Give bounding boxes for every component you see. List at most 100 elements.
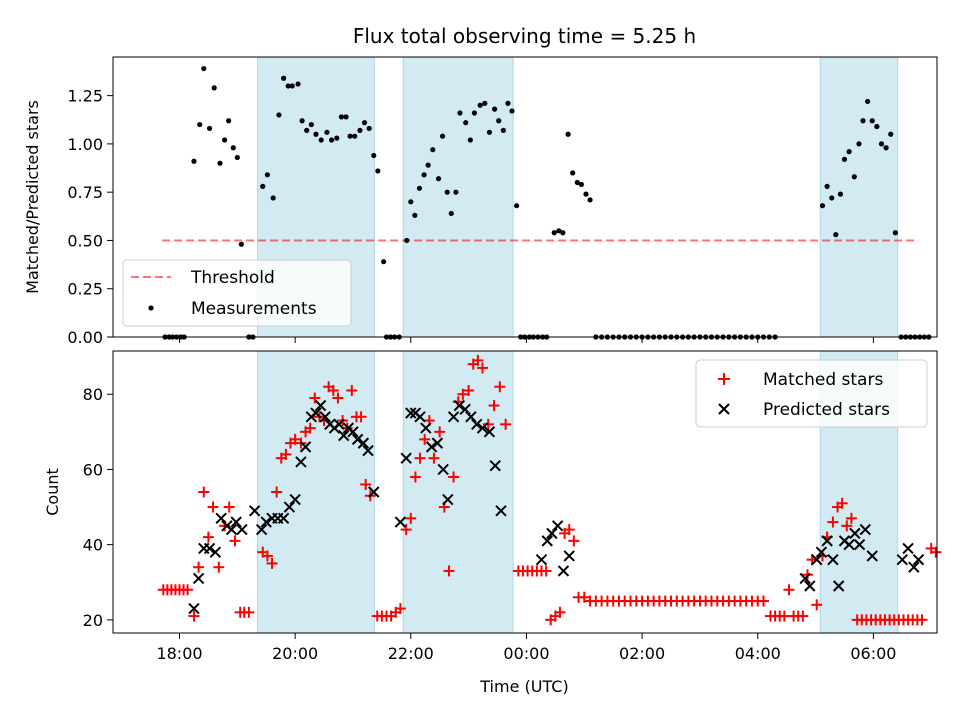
predicted-star-point: [465, 411, 477, 423]
measurement-point: [833, 232, 839, 238]
predicted-star-point: [853, 538, 866, 551]
measurement-point: [570, 170, 576, 176]
predicted-star-point: [405, 407, 417, 419]
measurement-point: [201, 65, 207, 72]
matched-star-point: [554, 606, 566, 618]
x-tick-label: 00:00: [503, 644, 549, 663]
matched-star-point: [188, 610, 200, 622]
predicted-star-point: [442, 493, 454, 506]
measurement-point: [500, 127, 506, 133]
predicted-star-point: [453, 399, 466, 412]
measurement-point: [837, 191, 844, 197]
predicted-star-point: [362, 444, 374, 457]
measurement-point: [453, 189, 459, 195]
measurement-point: [191, 158, 197, 164]
x-tick-label: 02:00: [619, 644, 665, 663]
measurement-point: [467, 137, 473, 143]
measurement-point: [408, 199, 414, 205]
predicted-star-point: [188, 602, 200, 615]
measurement-point: [197, 121, 203, 128]
predicted-star-point: [447, 411, 460, 423]
top-shaded-intervals: [257, 56, 899, 338]
measurement-point: [226, 118, 232, 124]
measurements-series: [162, 65, 932, 340]
matched-star-point: [472, 354, 484, 366]
matched-star-point: [482, 418, 494, 430]
measurement-point: [583, 191, 589, 197]
predicted-star-point: [431, 437, 444, 449]
matched-star-point: [811, 599, 823, 611]
measurement-point: [211, 85, 217, 91]
measurement-point: [222, 137, 228, 143]
predicted-star-point: [347, 426, 359, 438]
predicted-star-point: [351, 433, 364, 446]
y-tick-label: 0.00: [67, 328, 103, 347]
predicted-star-point: [866, 550, 878, 562]
measurement-point: [865, 98, 871, 105]
measurement-point: [430, 147, 436, 153]
y-tick-label: 60: [83, 460, 103, 479]
predicted-star-point: [489, 459, 501, 472]
measurement-point: [505, 100, 511, 106]
matched-star-point: [266, 557, 278, 569]
x-tick-label: 18:00: [156, 644, 202, 663]
y-tick-label: 0.75: [67, 183, 103, 202]
top-legend: Threshold Measurements: [122, 259, 352, 327]
measurement-point: [361, 120, 368, 126]
predicted-star-point: [849, 527, 861, 540]
matched-star-point: [568, 535, 580, 547]
measurement-point: [324, 129, 330, 135]
predicted-star-point: [255, 523, 268, 536]
measurement-point: [260, 183, 266, 189]
predicted-star-point: [333, 418, 345, 431]
y-tick-label: 40: [83, 536, 103, 555]
predicted-star-point: [471, 418, 483, 431]
matched-star-point: [434, 426, 446, 438]
measurement-point: [851, 174, 857, 180]
matched-star-point: [916, 614, 928, 626]
predicted-star-point: [541, 535, 553, 547]
measurement-point: [578, 181, 584, 188]
measurement-point: [318, 137, 324, 143]
predicted-star-point: [563, 550, 575, 562]
measurement-point: [846, 149, 852, 155]
measurement-point: [381, 259, 387, 265]
matched-star-point: [327, 384, 339, 396]
measurement-point: [587, 197, 593, 203]
measurement-point: [308, 121, 314, 128]
predicted-star-point: [357, 437, 370, 449]
measurement-point: [892, 230, 898, 236]
matched-star-point: [332, 392, 344, 404]
predicted-star-point: [314, 399, 327, 412]
matched-star-point: [419, 433, 431, 445]
predicted-star-point: [425, 441, 438, 453]
measurement-point: [565, 131, 571, 137]
measurement-point: [285, 83, 291, 89]
bottom-y-axis: 20 40 60 80: [83, 385, 113, 630]
measurement-point: [824, 183, 830, 189]
predicted-star-point: [414, 411, 426, 423]
measurement-point: [574, 179, 580, 186]
measurement-point: [486, 129, 493, 135]
predicted-star-point: [260, 516, 272, 528]
legend-threshold-label: Threshold: [190, 268, 275, 288]
bottom-x-axis: 18:00 20:00 22:00 00:00 02:00 04:00 06:00: [156, 633, 896, 663]
predicted-star-point: [832, 580, 845, 592]
legend-predicted-label: Predicted stars: [763, 400, 890, 420]
matched-star-point: [309, 392, 321, 404]
measurement-point: [425, 162, 431, 168]
predicted-star-point: [295, 456, 307, 468]
matched-star-point: [494, 381, 506, 393]
measurement-point: [276, 112, 282, 118]
predicted-star-point: [476, 422, 489, 434]
measurement-point: [352, 133, 358, 139]
matched-star-point: [271, 486, 283, 498]
measurement-point: [841, 156, 848, 162]
matched-star-point: [448, 471, 460, 483]
measurement-point: [819, 203, 826, 209]
measurement-point: [238, 241, 244, 247]
matched-star-point: [182, 584, 194, 596]
matched-star-point: [540, 565, 552, 577]
predicted-star-point: [277, 512, 290, 525]
